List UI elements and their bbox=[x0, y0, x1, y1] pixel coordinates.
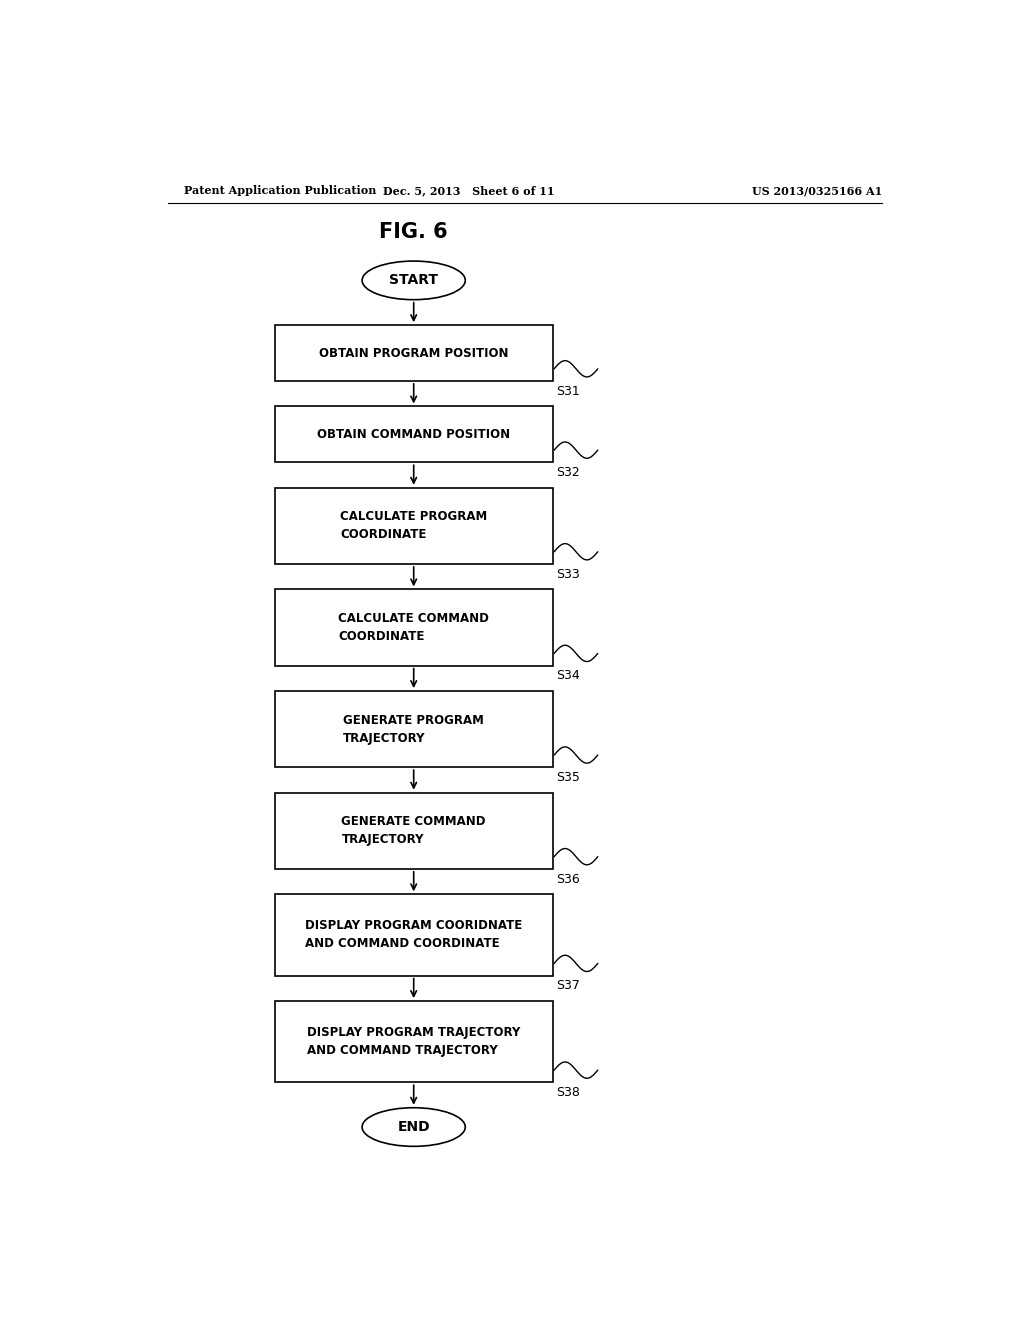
Text: S38: S38 bbox=[556, 1086, 581, 1100]
Text: S32: S32 bbox=[556, 466, 581, 479]
Text: START: START bbox=[389, 273, 438, 288]
Text: S35: S35 bbox=[556, 771, 581, 784]
FancyBboxPatch shape bbox=[274, 325, 553, 381]
Text: S36: S36 bbox=[556, 873, 581, 886]
Text: S34: S34 bbox=[556, 669, 581, 682]
Text: DISPLAY PROGRAM TRAJECTORY
AND COMMAND TRAJECTORY: DISPLAY PROGRAM TRAJECTORY AND COMMAND T… bbox=[307, 1026, 520, 1057]
Text: US 2013/0325166 A1: US 2013/0325166 A1 bbox=[752, 185, 882, 197]
Text: S31: S31 bbox=[556, 384, 581, 397]
Text: OBTAIN PROGRAM POSITION: OBTAIN PROGRAM POSITION bbox=[318, 347, 509, 359]
FancyBboxPatch shape bbox=[274, 690, 553, 767]
Text: FIG. 6: FIG. 6 bbox=[379, 222, 449, 242]
Text: END: END bbox=[397, 1121, 430, 1134]
Text: CALCULATE PROGRAM
COORDINATE: CALCULATE PROGRAM COORDINATE bbox=[340, 511, 487, 541]
Text: OBTAIN COMMAND POSITION: OBTAIN COMMAND POSITION bbox=[317, 428, 510, 441]
Text: Dec. 5, 2013   Sheet 6 of 11: Dec. 5, 2013 Sheet 6 of 11 bbox=[384, 185, 555, 197]
FancyBboxPatch shape bbox=[274, 589, 553, 665]
Ellipse shape bbox=[362, 261, 465, 300]
Text: GENERATE PROGRAM
TRAJECTORY: GENERATE PROGRAM TRAJECTORY bbox=[343, 714, 484, 744]
FancyBboxPatch shape bbox=[274, 407, 553, 462]
Text: CALCULATE COMMAND
COORDINATE: CALCULATE COMMAND COORDINATE bbox=[338, 612, 489, 643]
Text: Patent Application Publication: Patent Application Publication bbox=[183, 185, 376, 197]
FancyBboxPatch shape bbox=[274, 792, 553, 869]
Text: S37: S37 bbox=[556, 979, 581, 993]
Text: S33: S33 bbox=[556, 568, 581, 581]
Ellipse shape bbox=[362, 1107, 465, 1146]
Text: DISPLAY PROGRAM COORIDNATE
AND COMMAND COORDINATE: DISPLAY PROGRAM COORIDNATE AND COMMAND C… bbox=[305, 920, 522, 950]
FancyBboxPatch shape bbox=[274, 1001, 553, 1082]
FancyBboxPatch shape bbox=[274, 487, 553, 564]
Text: GENERATE COMMAND
TRAJECTORY: GENERATE COMMAND TRAJECTORY bbox=[341, 816, 486, 846]
FancyBboxPatch shape bbox=[274, 894, 553, 975]
